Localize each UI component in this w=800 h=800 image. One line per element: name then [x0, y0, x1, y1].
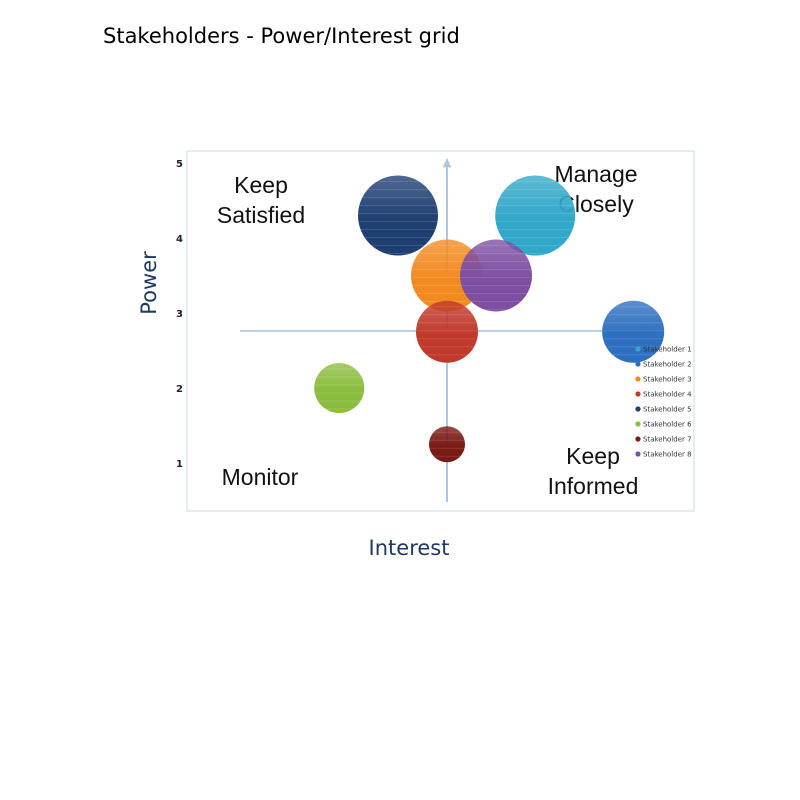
x-axis-label: Interest	[368, 536, 450, 560]
legend-label: Stakeholder 4	[643, 391, 692, 399]
legend-marker	[635, 421, 641, 427]
y-tick-label: 2	[176, 384, 183, 395]
y-ticks: 1 2 3 4 5	[176, 159, 183, 470]
legend-label: Stakeholder 1	[643, 346, 692, 354]
bubbles	[314, 175, 665, 463]
quadrant-label: Manage	[554, 161, 637, 187]
legend-label: Stakeholder 5	[643, 406, 692, 414]
y-tick-label: 4	[176, 234, 183, 245]
chart-title: Stakeholders - Power/Interest grid	[103, 24, 460, 48]
legend-label: Stakeholder 6	[643, 421, 692, 429]
bubble-banding	[495, 181, 576, 254]
legend-marker	[635, 361, 641, 367]
legend-label: Stakeholder 8	[643, 451, 692, 459]
legend-marker	[635, 436, 641, 442]
bubble-banding	[602, 306, 665, 356]
bubble-stakeholder-2	[602, 300, 665, 363]
legend-marker	[635, 406, 641, 412]
legend-marker	[635, 391, 641, 397]
legend-label: Stakeholder 3	[643, 376, 692, 384]
bubble-stakeholder-8	[460, 239, 532, 312]
y-tick-label: 1	[176, 459, 183, 470]
legend-marker	[635, 376, 641, 382]
legend: Stakeholder 1 Stakeholder 2 Stakeholder 3 S…	[635, 346, 692, 459]
y-tick-label: 3	[176, 309, 183, 320]
quadrant-label: Keep	[234, 172, 288, 198]
bubble-stakeholder-4	[416, 300, 478, 363]
legend-label: Stakeholder 7	[643, 436, 692, 444]
bubble-stakeholder-7	[429, 426, 465, 463]
legend-marker	[635, 346, 641, 352]
bubble-banding	[460, 245, 532, 310]
bubble-stakeholder-5	[358, 175, 438, 256]
y-tick-label: 5	[176, 159, 183, 170]
quadrant-label: Satisfied	[217, 202, 305, 228]
quadrant-label: Keep	[566, 443, 620, 469]
bubble-stakeholder-1	[495, 175, 576, 256]
bubble-banding	[358, 181, 438, 254]
bubble-stakeholder-6	[314, 363, 365, 413]
bubble-banding	[416, 306, 478, 356]
legend-label: Stakeholder 2	[643, 361, 692, 369]
bubble-banding	[314, 368, 365, 410]
quadrant-label: Monitor	[222, 464, 299, 490]
bubble-banding	[429, 431, 465, 457]
legend-marker	[635, 451, 641, 457]
quadrant-label: Informed	[548, 473, 639, 499]
